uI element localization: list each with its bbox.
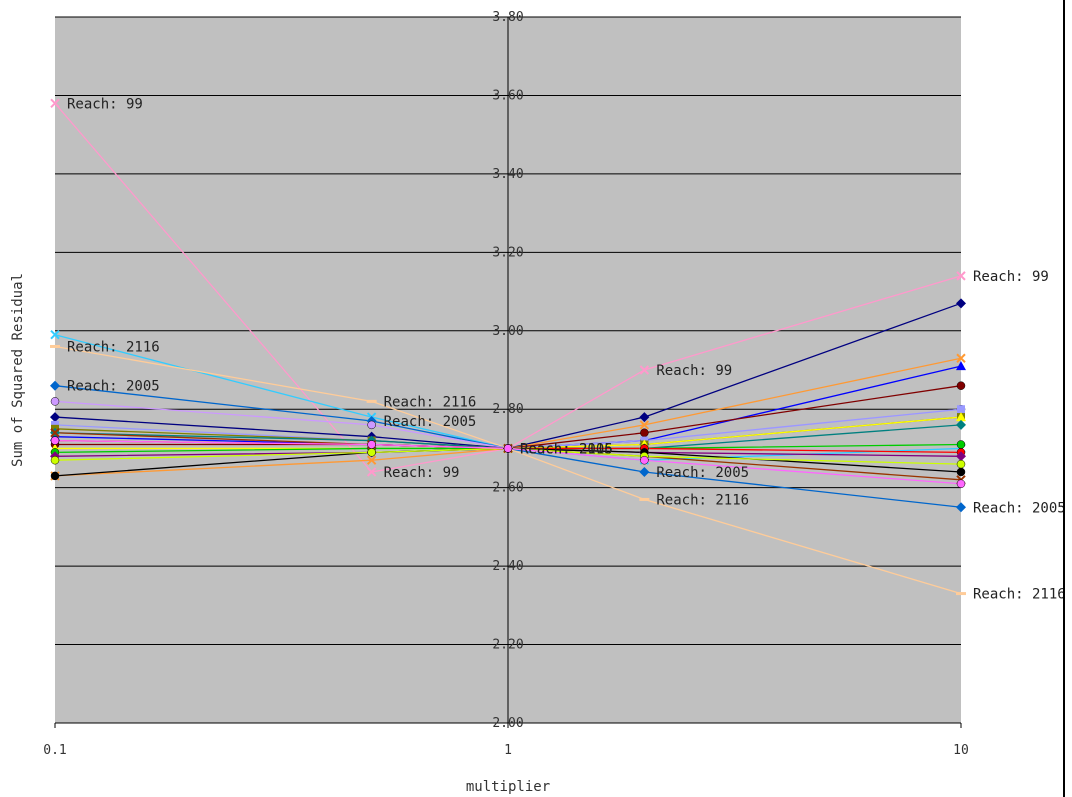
- data-point: [50, 428, 60, 438]
- x-axis-title: multiplier: [466, 779, 550, 795]
- data-point: [50, 471, 60, 481]
- data-point: [367, 420, 376, 430]
- data-point: [50, 98, 60, 108]
- data-point: [956, 479, 966, 488]
- x-tick-label: 1: [504, 743, 512, 758]
- data-point: [956, 353, 966, 363]
- data-point: [956, 381, 966, 390]
- data-point: [639, 365, 650, 375]
- data-point: [956, 440, 966, 449]
- data-point: [50, 412, 60, 423]
- data-label: Reach: 2116: [67, 339, 160, 355]
- data-label: Reach: 2116: [656, 492, 749, 508]
- data-point: [640, 428, 649, 438]
- data-point: [503, 444, 513, 453]
- data-point: [956, 271, 966, 281]
- data-point: [956, 298, 966, 309]
- data-label: Reach: 2005: [67, 379, 160, 395]
- data-point: [956, 451, 966, 462]
- data-point: [639, 420, 650, 430]
- data-point: [956, 502, 966, 513]
- data-label: Reach: 99: [67, 96, 143, 112]
- series-markers: [50, 98, 966, 596]
- data-point: [50, 329, 60, 340]
- data-point: [50, 380, 60, 391]
- data-point: [957, 405, 965, 414]
- data-label: Reach: 99: [973, 269, 1049, 285]
- data-point: [956, 361, 966, 371]
- axes: 2.002.202.402.602.803.003.203.403.603.80…: [43, 10, 969, 758]
- data-label: Reach: 99: [656, 363, 732, 379]
- data-point: [640, 455, 649, 465]
- data-point: [367, 448, 376, 457]
- data-label: Reach: 2116: [520, 441, 613, 457]
- data-point: [366, 467, 377, 477]
- y-axis-title: Sum of Squared Residual: [10, 273, 26, 467]
- data-label: Reach: 2116: [973, 587, 1066, 603]
- data-point: [50, 397, 60, 406]
- data-label: Reach: 99: [384, 465, 460, 481]
- frame-edge: [1063, 0, 1065, 797]
- data-point: [50, 455, 60, 465]
- data-point: [956, 412, 966, 422]
- data-point: [366, 455, 377, 465]
- data-label: Reach: 2005: [384, 414, 477, 430]
- data-point: [367, 440, 376, 449]
- x-tick-label: 0.1: [43, 743, 66, 758]
- data-label: Reach: 2005: [656, 465, 749, 481]
- data-point: [956, 467, 966, 477]
- data-point: [50, 436, 60, 445]
- data-label: Reach: 2005: [520, 441, 613, 457]
- data-point: [639, 412, 650, 423]
- x-tick-label: 10: [953, 743, 969, 758]
- data-point: [639, 466, 650, 477]
- data-point: [956, 459, 966, 469]
- data-label: Reach: 2005: [973, 500, 1066, 516]
- data-point: [956, 419, 966, 430]
- data-label: Reach: 2116: [384, 394, 477, 410]
